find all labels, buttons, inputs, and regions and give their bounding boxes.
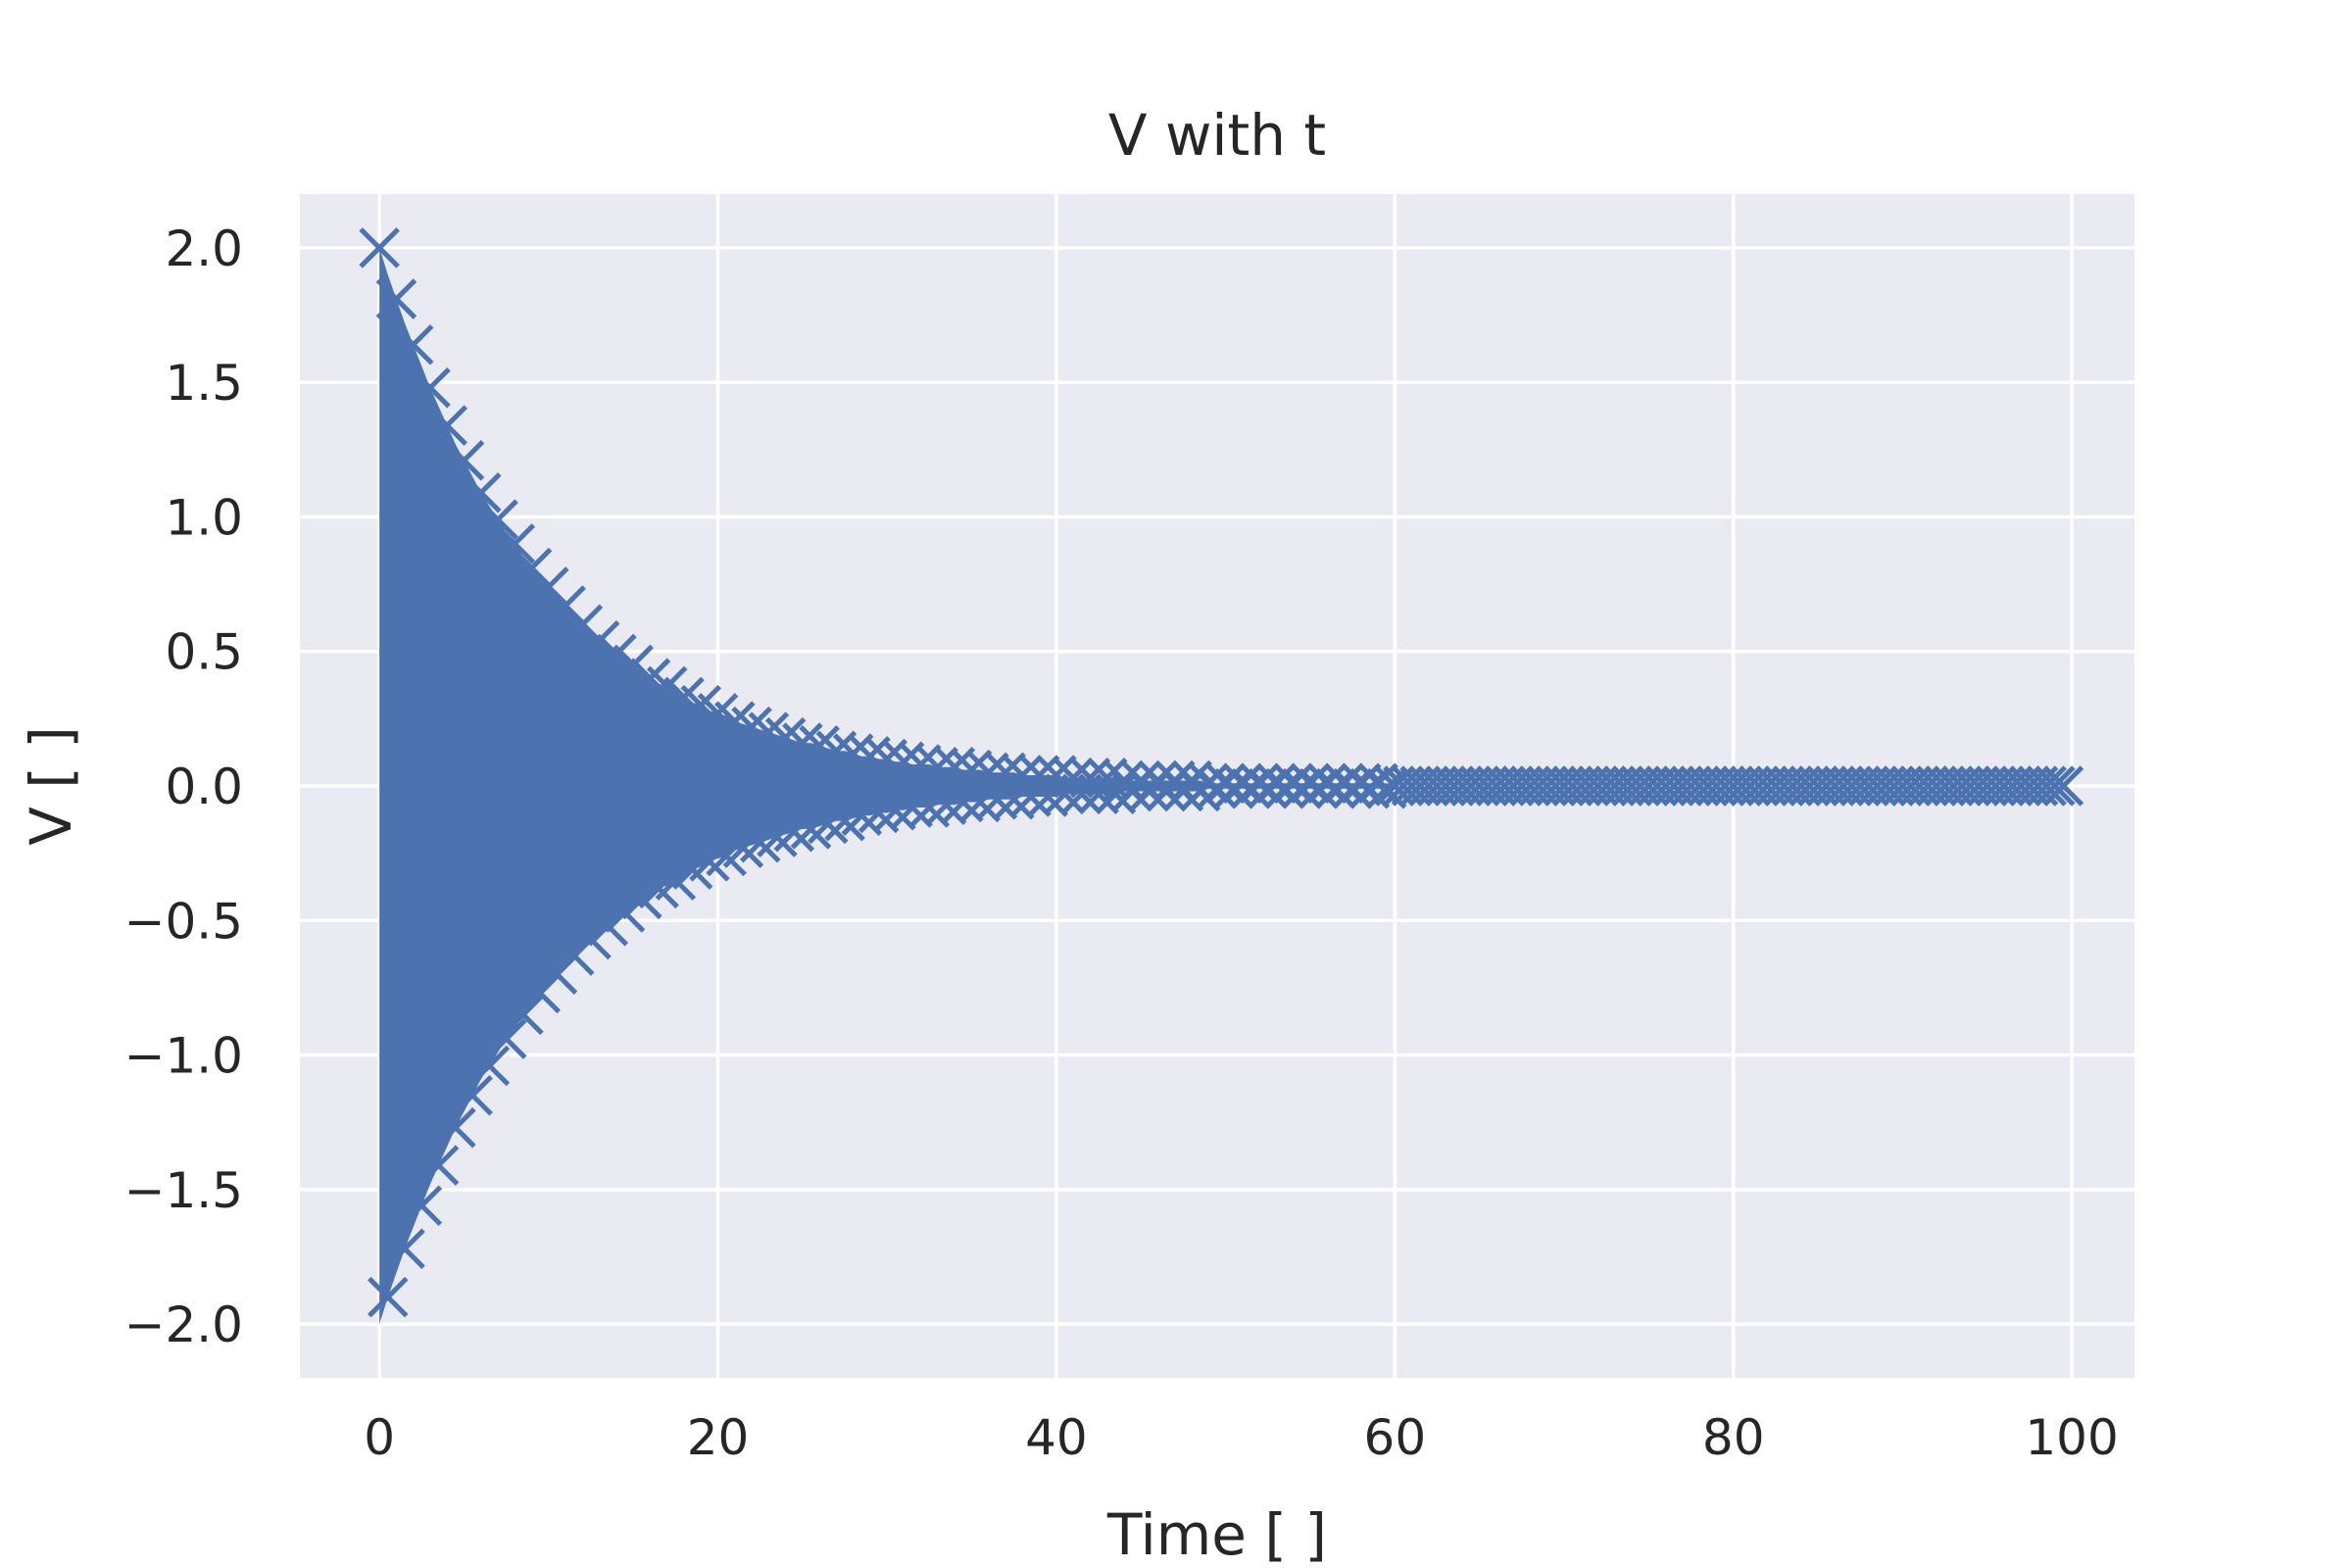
data-point xyxy=(943,781,984,823)
y-axis-label: V [ ] xyxy=(18,726,84,846)
y-tick-label: 1.0 xyxy=(165,489,243,546)
data-point xyxy=(587,905,629,947)
data-point xyxy=(2034,765,2076,807)
data-point xyxy=(570,918,612,960)
data-point xyxy=(832,733,874,774)
data-point xyxy=(858,792,900,834)
y-axis-ticks: 2.0 1.5 1.0 0.5 0.0 −0.5 −1.0 −1.5 −2.0 xyxy=(124,220,243,1353)
data-point xyxy=(934,747,976,788)
data-point xyxy=(368,1276,409,1318)
data-point xyxy=(917,747,958,788)
data-point xyxy=(2026,765,2067,807)
data-point xyxy=(604,892,646,933)
data-point xyxy=(841,795,883,836)
data-point xyxy=(417,1145,460,1186)
y-tick-label: −2.0 xyxy=(124,1297,243,1353)
data-point xyxy=(494,523,536,564)
data-point xyxy=(875,789,916,831)
y-tick-label: 1.5 xyxy=(165,355,243,412)
x-tick-label: 100 xyxy=(2025,1409,2118,1466)
data-point xyxy=(925,784,967,825)
data-point xyxy=(815,730,858,772)
data-point xyxy=(1027,776,1069,817)
data-point xyxy=(375,278,417,319)
data-series xyxy=(359,227,2084,1325)
data-point xyxy=(435,1106,476,1149)
data-point xyxy=(883,741,925,783)
data-point xyxy=(392,323,434,366)
y-tick-label: −0.5 xyxy=(124,893,243,950)
data-point xyxy=(866,738,908,780)
data-point xyxy=(468,1045,511,1087)
data-point xyxy=(892,787,933,828)
data-point xyxy=(578,619,620,662)
data-point xyxy=(959,781,1001,823)
data-point xyxy=(452,1074,493,1116)
x-tick-label: 20 xyxy=(687,1409,750,1466)
data-point xyxy=(461,471,502,514)
data-point xyxy=(401,1185,443,1227)
data-point xyxy=(782,722,823,763)
y-tick-label: 2.0 xyxy=(165,220,243,277)
data-point xyxy=(503,994,544,1036)
data-point xyxy=(485,1018,527,1059)
data-point xyxy=(951,749,993,791)
x-tick-label: 40 xyxy=(1025,1409,1088,1466)
data-point xyxy=(1002,755,1044,796)
data-point xyxy=(850,736,891,777)
data-point xyxy=(1010,776,1052,817)
data-point xyxy=(808,803,849,845)
x-tick-label: 80 xyxy=(1702,1409,1765,1466)
y-tick-label: 0.0 xyxy=(165,759,243,815)
data-point xyxy=(443,440,485,481)
data-point xyxy=(2042,765,2084,807)
x-tick-label: 60 xyxy=(1364,1409,1427,1466)
x-axis-label: Time [ ] xyxy=(1106,1501,1327,1568)
data-point xyxy=(359,227,400,269)
data-point xyxy=(384,1228,425,1269)
data-point xyxy=(477,499,518,540)
y-tick-label: −1.5 xyxy=(124,1162,243,1219)
data-point xyxy=(612,644,654,686)
x-axis-ticks: 0 20 40 60 80 100 xyxy=(364,1409,2119,1466)
data-point xyxy=(410,367,451,409)
data-point xyxy=(773,810,815,853)
data-point xyxy=(901,744,942,785)
y-tick-label: −1.0 xyxy=(124,1028,243,1085)
data-point xyxy=(426,405,468,446)
chart-title: V with t xyxy=(1108,102,1326,169)
x-tick-label: 0 xyxy=(364,1409,395,1466)
y-tick-label: 0.5 xyxy=(165,624,243,681)
data-point xyxy=(908,787,951,828)
data-point xyxy=(1018,755,1060,796)
